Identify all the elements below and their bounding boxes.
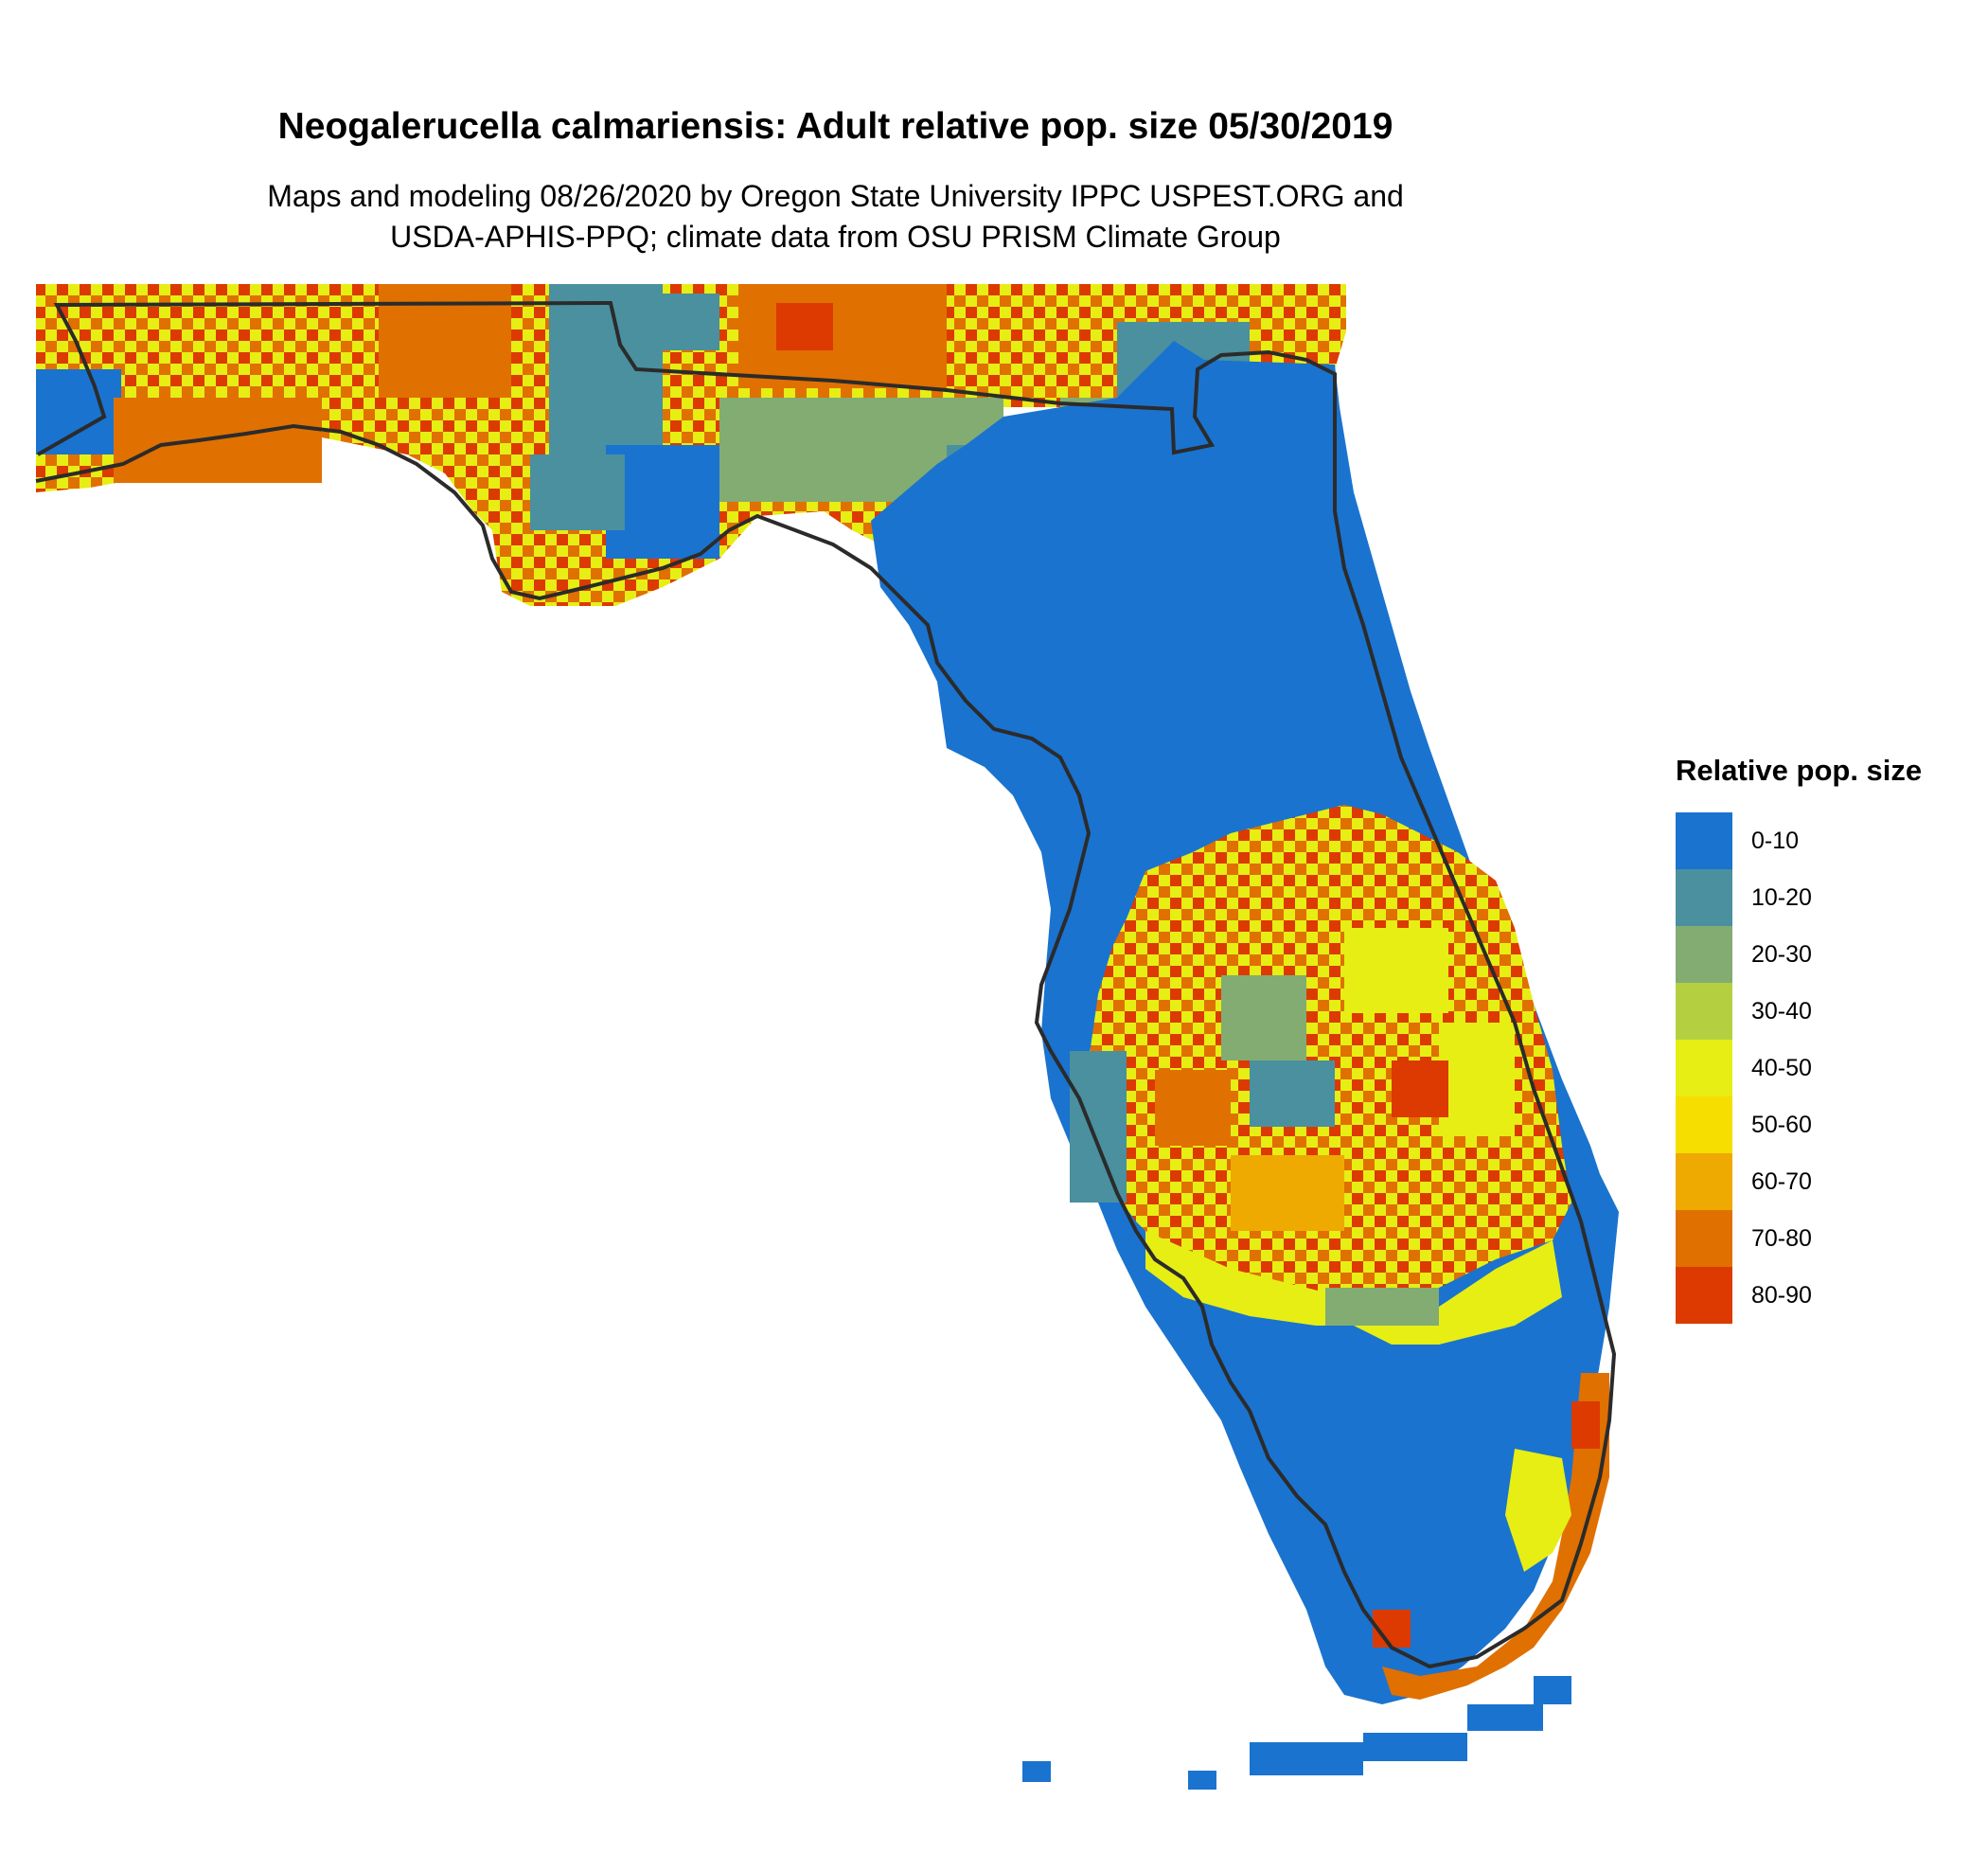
- legend-swatch: [1676, 1267, 1732, 1324]
- legend-label: 40-50: [1751, 1054, 1812, 1081]
- legend-label: 30-40: [1751, 997, 1812, 1025]
- legend-item: 70-80: [1676, 1210, 1922, 1267]
- legend-swatch: [1676, 1040, 1732, 1096]
- legend-label: 80-90: [1751, 1281, 1812, 1309]
- legend-swatch: [1676, 1210, 1732, 1267]
- legend-label: 10-20: [1751, 883, 1812, 911]
- legend-item: 20-30: [1676, 926, 1922, 983]
- florida-keys: [1022, 1676, 1571, 1790]
- legend-label: 0-10: [1751, 827, 1800, 854]
- legend-item: 40-50: [1676, 1040, 1922, 1096]
- legend-swatch: [1676, 1096, 1732, 1153]
- map-subtitle: Maps and modeling 08/26/2020 by Oregon S…: [0, 176, 1671, 258]
- legend-label: 20-30: [1751, 940, 1812, 968]
- panhandle-region: [36, 284, 1346, 606]
- legend-label: 60-70: [1751, 1167, 1812, 1195]
- legend-items: 0-10 10-20 20-30 30-40 40-50 50-60 60-70 70-80 8…: [1676, 812, 1922, 1324]
- legend-swatch: [1676, 1153, 1732, 1210]
- legend-swatch: [1676, 926, 1732, 983]
- legend-item: 30-40: [1676, 983, 1922, 1040]
- legend-item: 10-20: [1676, 869, 1922, 926]
- legend-label: 70-80: [1751, 1224, 1812, 1252]
- legend-item: 0-10: [1676, 812, 1922, 869]
- legend-item: 50-60: [1676, 1096, 1922, 1153]
- legend-swatch: [1676, 983, 1732, 1040]
- state-boundary: [35, 300, 1617, 1669]
- legend-title: Relative pop. size: [1676, 754, 1923, 787]
- peninsula-region: [871, 341, 1619, 1704]
- legend-label: 50-60: [1751, 1111, 1812, 1138]
- subtitle-line-2: USDA-APHIS-PPQ; climate data from OSU PR…: [390, 220, 1281, 254]
- legend: Relative pop. size 0-10 10-20 20-30 30-40 40…: [1676, 754, 1922, 1324]
- subtitle-line-1: Maps and modeling 08/26/2020 by Oregon S…: [267, 179, 1404, 213]
- legend-swatch: [1676, 812, 1732, 869]
- legend-swatch: [1676, 869, 1732, 926]
- map-title: Neogalerucella calmariensis: Adult relat…: [277, 106, 1393, 147]
- legend-item: 60-70: [1676, 1153, 1922, 1210]
- legend-item: 80-90: [1676, 1267, 1922, 1324]
